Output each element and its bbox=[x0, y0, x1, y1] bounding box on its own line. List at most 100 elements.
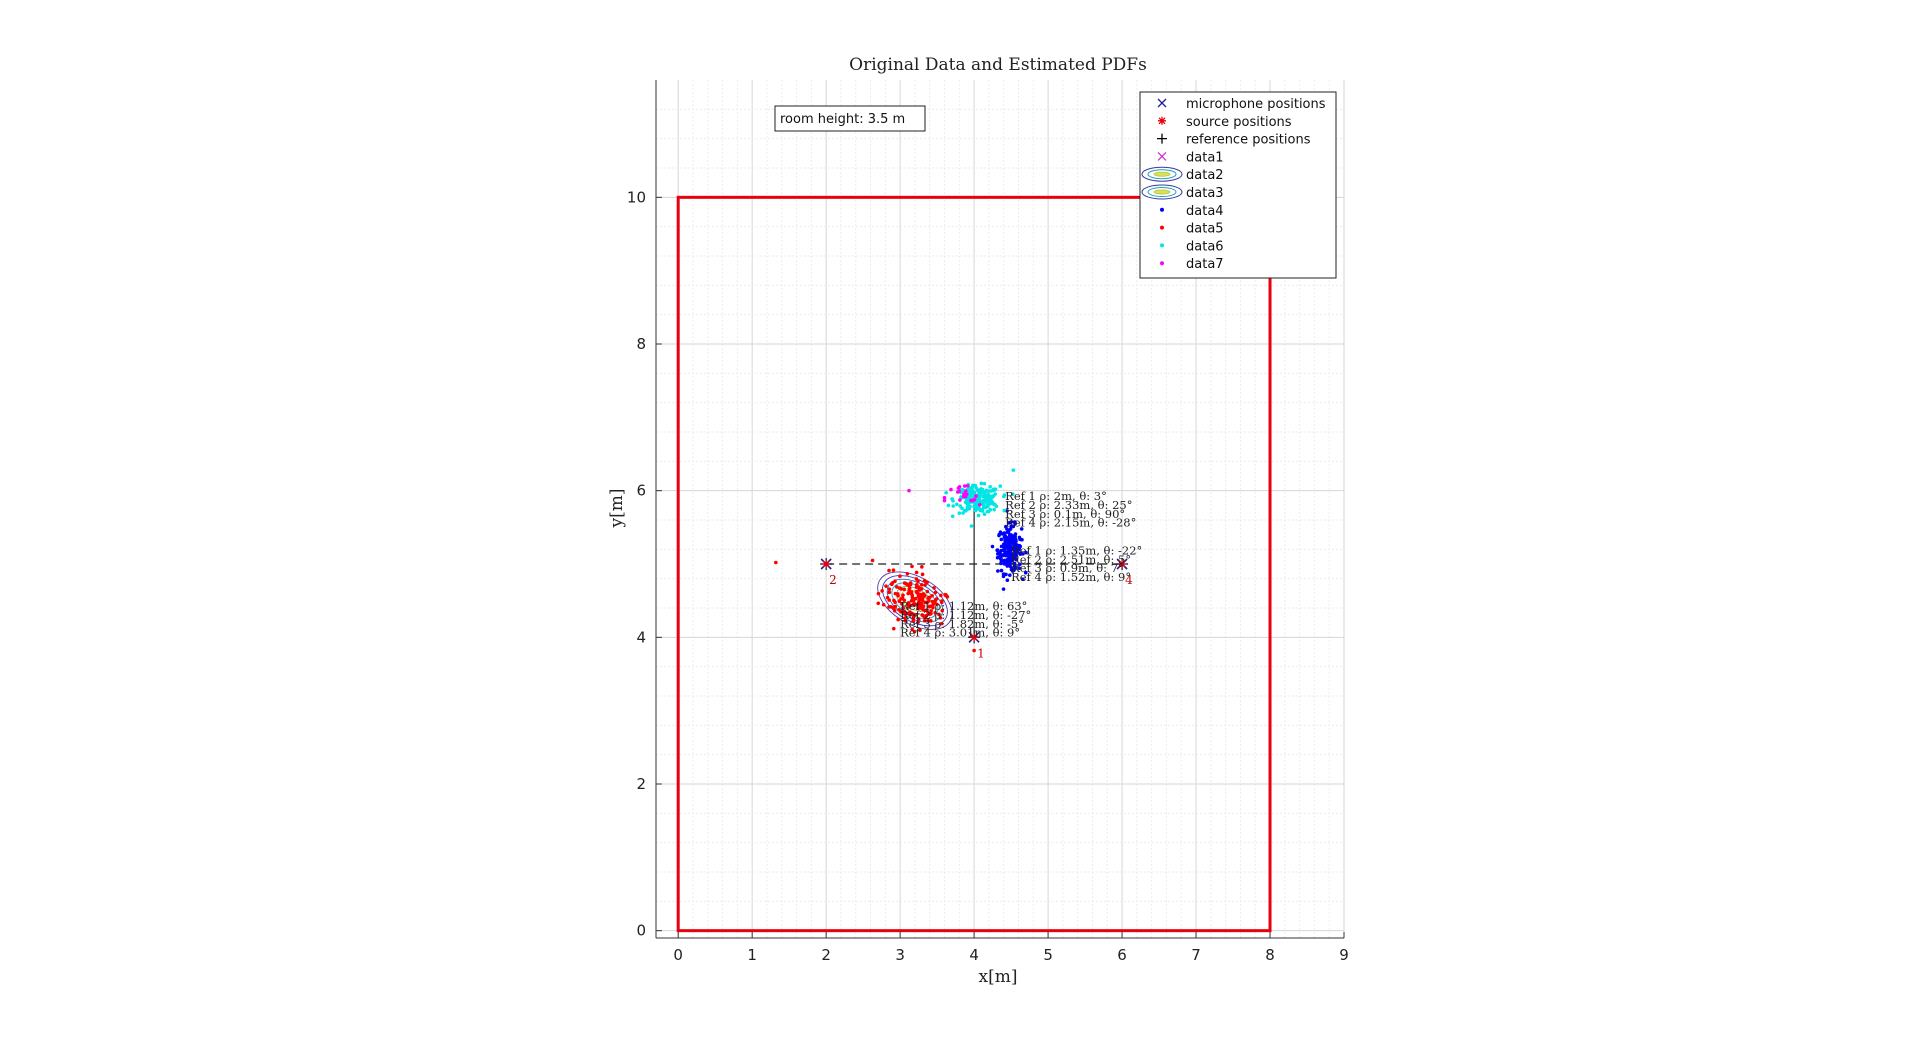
data-point-data5 bbox=[876, 591, 881, 596]
data-point-data5 bbox=[943, 592, 948, 597]
source-marker bbox=[1118, 560, 1127, 568]
data-point-data4 bbox=[1003, 544, 1008, 549]
data-point-data5 bbox=[925, 589, 930, 594]
data-point-data6 bbox=[944, 490, 948, 495]
legend-marker-dot bbox=[1160, 243, 1164, 248]
data-point-data5 bbox=[929, 611, 933, 616]
data-point-data6 bbox=[975, 488, 980, 493]
data-point-data4 bbox=[1023, 570, 1028, 575]
data-point-data4 bbox=[1019, 527, 1024, 531]
data-point-data4 bbox=[1009, 524, 1013, 529]
legend-label: microphone positions bbox=[1186, 97, 1326, 112]
data-point-data4 bbox=[1017, 566, 1022, 570]
data-point-data4 bbox=[1024, 550, 1028, 555]
data-point-data7 bbox=[942, 495, 947, 500]
x-tick-label: 1 bbox=[747, 946, 757, 964]
x-tick-label: 4 bbox=[969, 946, 979, 964]
data-point-data6 bbox=[963, 500, 968, 505]
data-point-data5 bbox=[913, 596, 918, 601]
data-point-data5 bbox=[909, 599, 914, 603]
data-point-data6 bbox=[946, 503, 951, 508]
legend-label: reference positions bbox=[1186, 133, 1311, 148]
data-point-data5 bbox=[917, 598, 921, 602]
reference-annotation: Ref 4 ρ: 1.52m, θ: 9° bbox=[1011, 570, 1131, 584]
legend-entry: data3 bbox=[1141, 184, 1224, 201]
data-point-data6 bbox=[988, 485, 992, 489]
data-point-data5 bbox=[902, 609, 907, 614]
data-point-data5 bbox=[916, 617, 921, 621]
data-point-data4 bbox=[1001, 587, 1006, 591]
legend-label: data6 bbox=[1186, 239, 1224, 254]
legend: microphone positions source positions refe… bbox=[1139, 91, 1337, 279]
data-point-data4 bbox=[990, 544, 995, 549]
data-point-data6 bbox=[990, 488, 995, 493]
data-point-data4 bbox=[1005, 530, 1010, 535]
y-axis-label: y[m] bbox=[607, 489, 627, 529]
x-tick-label: 3 bbox=[895, 946, 905, 964]
data-point-data7 bbox=[965, 484, 970, 488]
legend-contour-inner bbox=[1153, 171, 1171, 177]
data-point-data4 bbox=[999, 568, 1004, 573]
data-point-data5 bbox=[920, 613, 924, 617]
legend-label: data4 bbox=[1186, 204, 1224, 219]
y-tick-label: 6 bbox=[636, 482, 646, 500]
data-point-data5 bbox=[940, 599, 944, 603]
data-point-data5 bbox=[895, 585, 899, 589]
data-point-data5 bbox=[929, 619, 933, 623]
data-point-data7 bbox=[942, 498, 947, 503]
data-point-data5 bbox=[914, 577, 919, 581]
data-point-data4 bbox=[1008, 564, 1013, 569]
legend-contour-outer bbox=[1141, 166, 1183, 182]
data-point-data5 bbox=[903, 619, 908, 623]
legend-contour-outer bbox=[1141, 184, 1183, 200]
y-tick-label: 4 bbox=[636, 628, 646, 646]
legend-entry: data6 bbox=[1160, 239, 1224, 254]
data-point-data5 bbox=[920, 565, 924, 569]
reference-annotation: Ref 4 ρ: 3.01m, θ: 9° bbox=[900, 626, 1020, 640]
y-tick-label: 2 bbox=[636, 775, 646, 793]
data-point-data6 bbox=[998, 484, 1003, 488]
data-point-data6 bbox=[985, 500, 990, 505]
data-point-data4 bbox=[1012, 561, 1017, 566]
data-point-data6 bbox=[950, 514, 955, 519]
data-point-data5 bbox=[930, 593, 934, 598]
x-tick-label: 9 bbox=[1339, 946, 1349, 964]
data-point-data4 bbox=[997, 532, 1002, 537]
data-point-data5 bbox=[931, 605, 935, 610]
data-point-data4 bbox=[1006, 549, 1011, 554]
legend-label: data5 bbox=[1186, 222, 1224, 237]
data-point-data5 bbox=[903, 616, 907, 620]
data-point-data6 bbox=[962, 508, 967, 513]
legend-contour-mid bbox=[1147, 169, 1177, 180]
data-point-data5 bbox=[887, 587, 892, 591]
room-outline bbox=[676, 195, 1272, 933]
data-point-data4 bbox=[998, 550, 1002, 555]
data-point-data4 bbox=[995, 555, 1000, 560]
data-point-data6 bbox=[988, 507, 993, 512]
microphone-label: 2 bbox=[829, 573, 837, 587]
data-point-data4 bbox=[1007, 560, 1011, 565]
legend-entry: data2 bbox=[1141, 166, 1224, 183]
data-point-data4 bbox=[1018, 551, 1023, 556]
data-point-data6 bbox=[982, 481, 987, 486]
data-point-data5 bbox=[939, 621, 944, 626]
x-tick-label: 7 bbox=[1191, 946, 1201, 964]
legend-entry: source positions bbox=[1158, 115, 1292, 130]
data-point-data5 bbox=[927, 599, 931, 603]
data-point-data5 bbox=[922, 593, 926, 597]
data-point-data6 bbox=[968, 491, 973, 496]
data-point-data6 bbox=[980, 509, 985, 513]
data-point-data4 bbox=[1018, 562, 1022, 567]
legend-box bbox=[1139, 91, 1337, 279]
room-height-box: room height: 3.5 m bbox=[774, 105, 926, 132]
source-marker bbox=[970, 633, 979, 642]
data-point-data4 bbox=[995, 548, 999, 553]
data-point-data5 bbox=[933, 611, 937, 615]
data-point-data5 bbox=[898, 586, 902, 590]
x-tick-label: 5 bbox=[1043, 946, 1053, 964]
data-point-data5 bbox=[899, 597, 903, 601]
data-point-data4 bbox=[1009, 539, 1013, 544]
data-point-data5 bbox=[912, 629, 917, 634]
data-point-data4 bbox=[1000, 532, 1005, 536]
